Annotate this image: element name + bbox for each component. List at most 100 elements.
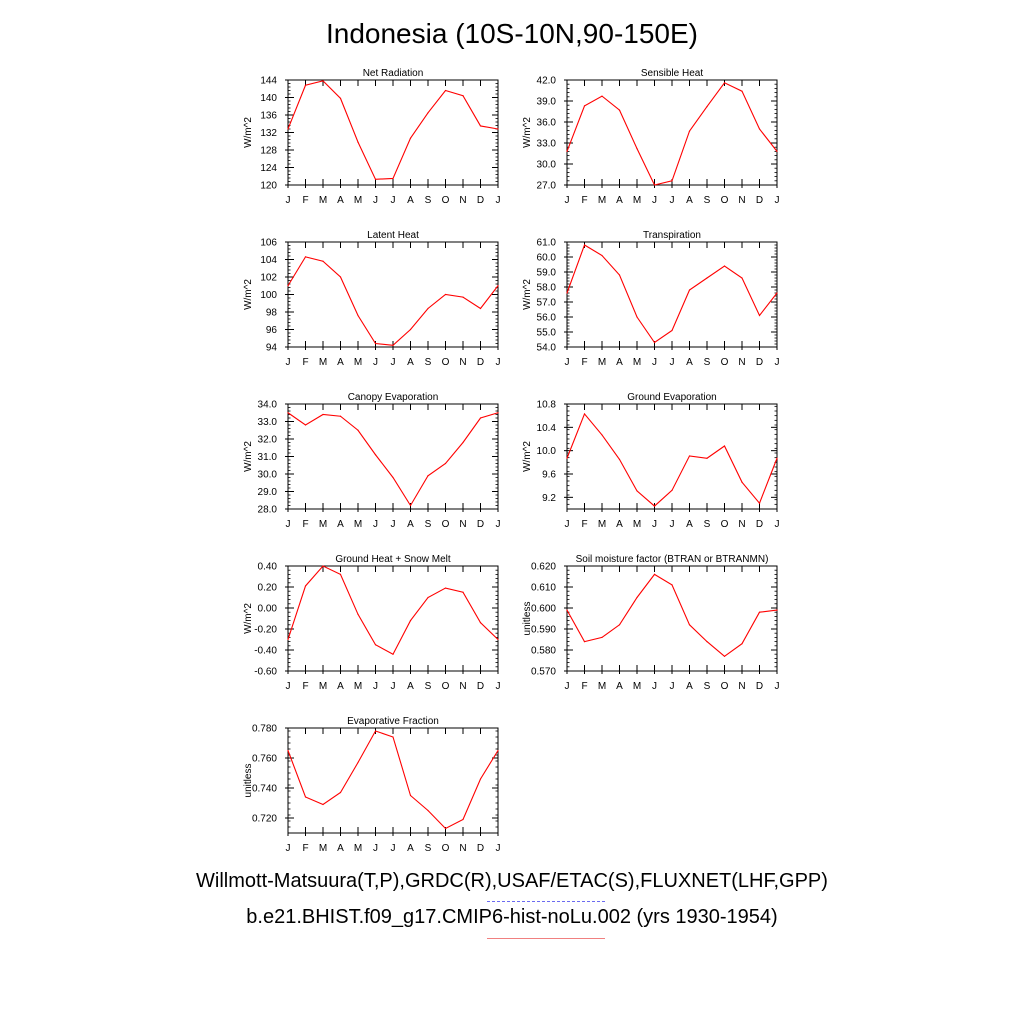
x-tick-label: O bbox=[721, 681, 729, 692]
x-tick-label: M bbox=[633, 357, 641, 368]
data-point bbox=[374, 178, 377, 180]
x-tick-label: A bbox=[616, 681, 623, 692]
chart-panel: Ground Heat + Snow Melt W/m^2 -0.60 -0.40 -0… bbox=[243, 554, 501, 692]
data-point bbox=[618, 274, 621, 276]
chart-panel: Soil moisture factor (BTRAN or BTRANMN) u… bbox=[522, 554, 780, 692]
data-point bbox=[497, 128, 499, 130]
x-tick-label: A bbox=[337, 357, 344, 368]
x-tick-label: J bbox=[565, 681, 570, 692]
data-point bbox=[357, 429, 359, 431]
x-tick-label: J bbox=[652, 681, 657, 692]
data-point bbox=[671, 584, 673, 586]
data-point bbox=[566, 609, 568, 611]
data-point bbox=[339, 415, 342, 417]
x-tick-label: J bbox=[391, 195, 396, 206]
x-tick-label: F bbox=[581, 519, 587, 530]
y-tick-label: 96 bbox=[266, 325, 278, 336]
x-tick-label: D bbox=[756, 195, 763, 206]
data-point bbox=[583, 641, 586, 643]
data-point bbox=[304, 84, 307, 86]
x-tick-label: M bbox=[354, 681, 362, 692]
x-tick-label: J bbox=[373, 519, 378, 530]
y-axis-label: W/m^2 bbox=[243, 441, 254, 472]
data-point bbox=[653, 184, 656, 186]
y-tick-label: 58.0 bbox=[537, 283, 557, 294]
x-tick-label: S bbox=[704, 519, 711, 530]
x-tick-label: J bbox=[670, 681, 675, 692]
data-point bbox=[479, 125, 482, 127]
data-point bbox=[741, 481, 743, 483]
data-point bbox=[409, 620, 412, 622]
data-point bbox=[287, 412, 289, 414]
y-tick-label: 136 bbox=[260, 111, 277, 122]
data-point bbox=[741, 643, 743, 645]
chart-title: Ground Evaporation bbox=[627, 392, 717, 403]
y-axis-label: W/m^2 bbox=[522, 279, 533, 310]
data-point bbox=[566, 292, 568, 294]
x-tick-label: M bbox=[633, 519, 641, 530]
x-tick-label: J bbox=[670, 357, 675, 368]
x-tick-label: F bbox=[581, 357, 587, 368]
y-axis-label: unitless bbox=[243, 764, 254, 798]
data-point bbox=[776, 150, 778, 152]
data-point bbox=[339, 276, 342, 278]
data-point bbox=[322, 260, 324, 262]
x-tick-label: M bbox=[319, 843, 327, 854]
data-point bbox=[706, 106, 708, 108]
y-tick-label: 36.0 bbox=[537, 118, 557, 129]
data-point bbox=[304, 585, 307, 587]
data-point bbox=[287, 285, 289, 287]
y-tick-label: 0.590 bbox=[531, 625, 556, 636]
y-tick-label: 10.4 bbox=[537, 423, 557, 434]
y-tick-label: 94 bbox=[266, 343, 278, 354]
data-point bbox=[374, 342, 377, 345]
x-tick-label: S bbox=[425, 195, 432, 206]
y-tick-label: 33.0 bbox=[537, 139, 557, 150]
x-tick-label: J bbox=[652, 357, 657, 368]
y-tick-label: 0.20 bbox=[258, 583, 278, 594]
data-point bbox=[776, 457, 778, 459]
x-tick-label: A bbox=[686, 519, 693, 530]
x-tick-label: M bbox=[354, 357, 362, 368]
x-tick-label: J bbox=[652, 519, 657, 530]
y-axis-label: W/m^2 bbox=[243, 117, 254, 148]
data-point bbox=[444, 587, 447, 589]
y-tick-label: 102 bbox=[260, 273, 277, 284]
data-point bbox=[304, 256, 307, 258]
x-tick-label: S bbox=[425, 681, 432, 692]
data-point bbox=[357, 314, 359, 317]
data-point bbox=[706, 641, 708, 643]
x-tick-label: S bbox=[425, 357, 432, 368]
chart-title: Soil moisture factor (BTRAN or BTRANMN) bbox=[576, 554, 769, 565]
y-tick-label: -0.60 bbox=[254, 667, 277, 678]
data-point bbox=[409, 328, 412, 331]
data-point bbox=[671, 180, 673, 182]
y-tick-label: 55.0 bbox=[537, 328, 557, 339]
y-tick-label: 9.2 bbox=[542, 493, 556, 504]
x-tick-label: S bbox=[425, 519, 432, 530]
x-tick-label: J bbox=[670, 195, 675, 206]
y-tick-label: 0.780 bbox=[252, 724, 277, 735]
chart-panel: Sensible Heat W/m^2 27.0 30.0 33.0 36.0 39.0 42… bbox=[522, 68, 780, 206]
legend-model: b.e21.BHIST.f09_g17.CMIP6-hist-noLu.002 … bbox=[246, 906, 778, 928]
chart-title: Ground Heat + Snow Melt bbox=[335, 554, 451, 565]
y-tick-label: 42.0 bbox=[537, 76, 557, 87]
page-title: Indonesia (10S-10N,90-150E) bbox=[325, 18, 698, 49]
data-point bbox=[444, 827, 447, 830]
x-tick-label: J bbox=[391, 519, 396, 530]
data-point bbox=[392, 344, 394, 346]
x-tick-label: J bbox=[391, 843, 396, 854]
x-tick-label: J bbox=[373, 681, 378, 692]
y-tick-label: 27.0 bbox=[537, 181, 557, 192]
data-point bbox=[688, 289, 691, 291]
data-point bbox=[618, 458, 621, 461]
x-tick-label: J bbox=[775, 681, 780, 692]
data-point bbox=[444, 462, 447, 465]
data-point bbox=[479, 417, 482, 419]
plot-frame bbox=[566, 565, 778, 672]
plot-frame bbox=[287, 79, 499, 186]
x-tick-label: J bbox=[391, 357, 396, 368]
x-tick-label: M bbox=[319, 519, 327, 530]
x-tick-label: J bbox=[565, 519, 570, 530]
y-tick-label: 132 bbox=[260, 128, 277, 139]
